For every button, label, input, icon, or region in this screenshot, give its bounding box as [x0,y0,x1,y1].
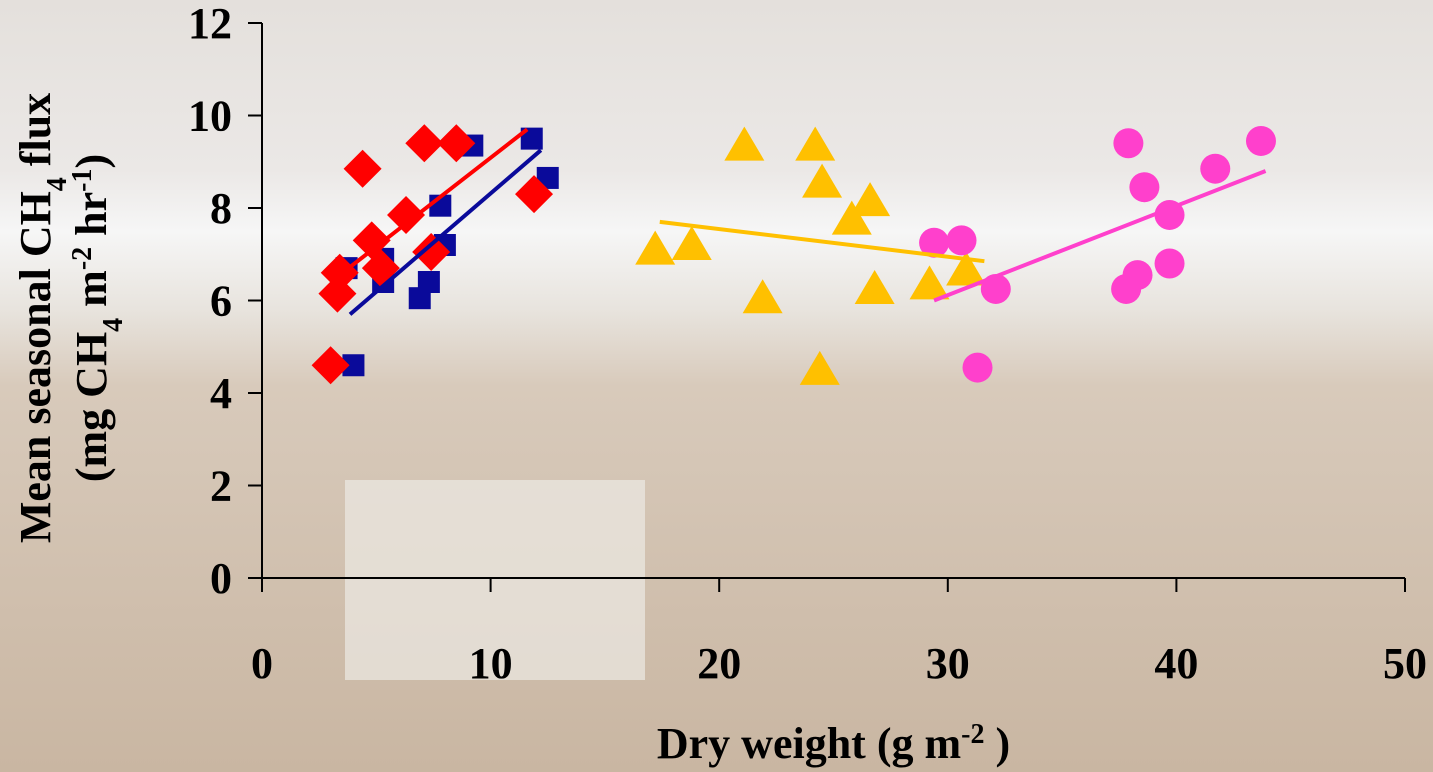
point [515,175,554,214]
label-part: (mg CH [67,332,116,482]
label-part: -2 [961,719,984,750]
point [962,352,993,383]
point [412,232,451,271]
point [311,346,350,385]
point [405,124,444,163]
trend-line [348,148,543,316]
point [1154,248,1185,279]
y-tick-label: 2 [210,462,232,511]
label-part: 4 [42,177,73,191]
point [1113,128,1144,159]
point [1129,172,1160,203]
point [387,195,426,234]
point [417,271,440,293]
label-part: m [67,270,116,318]
x-axis-label: Dry weight (g m-2 ) [657,719,1010,769]
x-tick-label: 20 [697,639,741,688]
y-tick-label: 4 [210,369,232,418]
point [919,227,950,258]
x-tick-label: 0 [251,639,273,688]
label-part: -2 [67,247,98,270]
point [799,350,840,385]
x-tick-label: 10 [469,639,513,688]
y-tick-label: 8 [210,184,232,233]
point [1122,260,1153,291]
point [742,279,783,314]
point [802,163,843,198]
point [946,251,987,286]
point [635,230,676,265]
label-part: ) [67,154,116,169]
point [343,149,382,188]
trend-line [933,169,1267,303]
point [831,200,872,235]
point [795,126,836,161]
point [724,126,765,161]
point [520,127,543,150]
y-tick-label: 0 [210,554,232,603]
label-part: Mean seasonal CH [11,191,60,543]
point [909,265,950,300]
point [946,225,977,256]
y-axis-label: (mg CH4 m-2 hr-1) [67,154,129,482]
point [671,226,712,260]
y-tick-label: 10 [188,92,232,141]
trend-line [659,219,985,264]
x-tick-label: 50 [1383,639,1427,688]
x-tick-label: 40 [1154,639,1198,688]
background-box [345,480,645,680]
label-part: Dry weight (g m [657,719,961,768]
point [342,354,365,377]
point [437,124,476,163]
label-part: ) [984,719,1010,768]
label-part: -1 [67,169,98,192]
point [1245,125,1276,156]
trend-line [338,127,529,277]
point [854,269,895,304]
y-axis-label: Mean seasonal CH4 flux [11,93,73,543]
label-part: hr [67,192,116,247]
point [1200,153,1231,184]
y-tick-label: 6 [210,277,232,326]
y-tick-label: 12 [188,0,232,48]
x-tick-label: 30 [926,639,970,688]
label-part: 4 [98,318,129,332]
point [850,182,891,217]
label-part: flux [11,93,60,177]
